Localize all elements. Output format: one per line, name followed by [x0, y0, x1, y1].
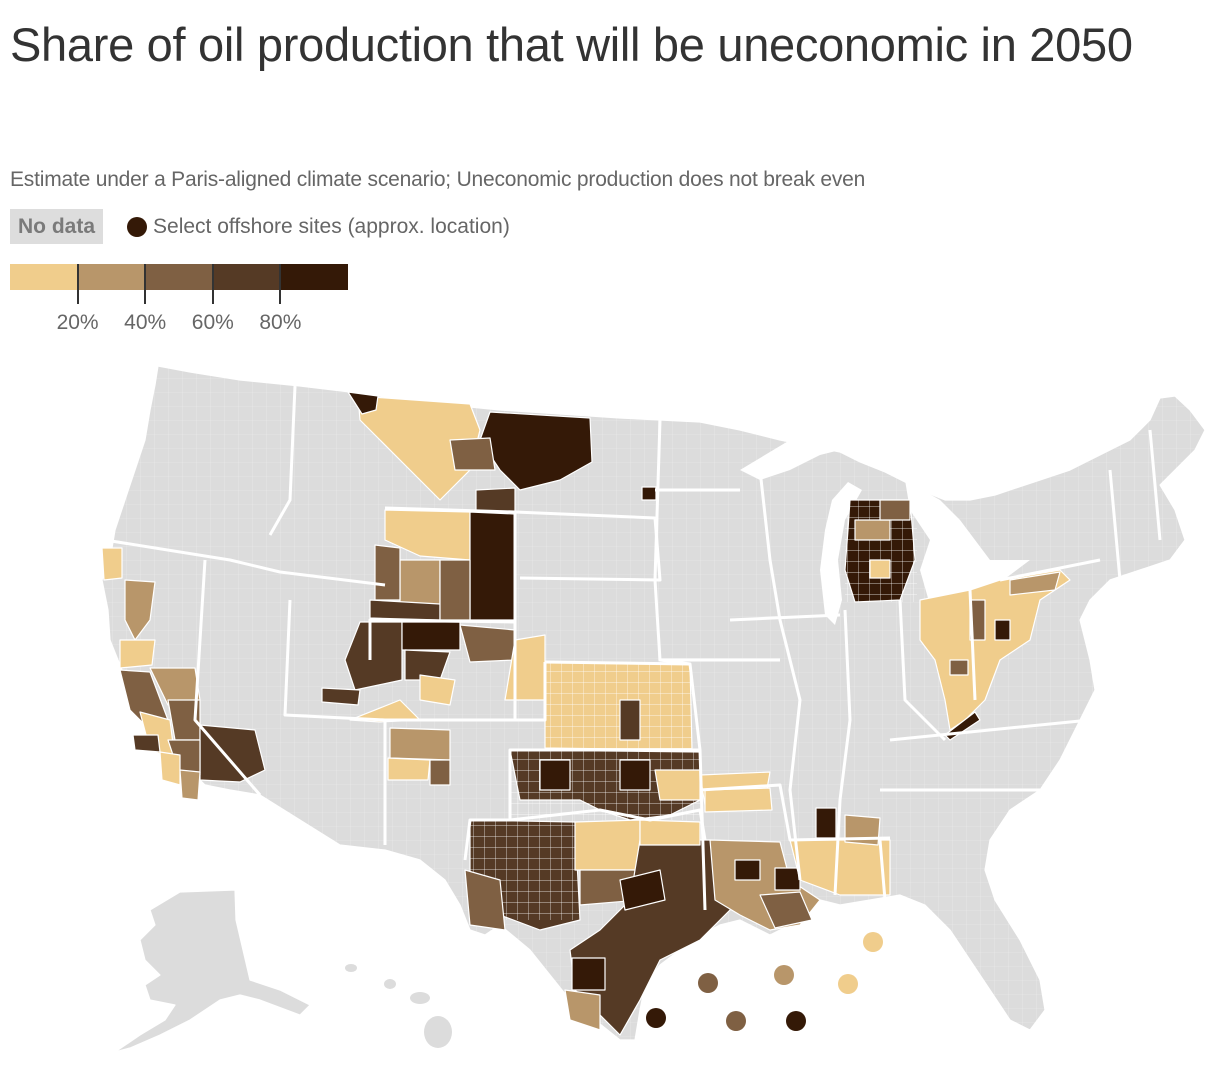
color-scale: [10, 264, 348, 290]
scale-segment: [77, 264, 146, 290]
county-region: [357, 395, 481, 501]
county-region: [639, 819, 701, 846]
lake-michigan: [820, 482, 862, 625]
page-subtitle: Estimate under a Paris-aligned climate s…: [10, 168, 866, 191]
county-region: [815, 807, 837, 839]
offshore-site-dot: [838, 974, 858, 994]
county-region: [641, 486, 657, 501]
offshore-dot-icon: [127, 216, 148, 237]
scale-segment: [212, 264, 281, 290]
scale-tick-label: 40%: [124, 311, 167, 334]
county-region: [369, 599, 441, 621]
county-region: [119, 639, 156, 669]
county-region: [159, 751, 181, 786]
scale-tick: [279, 264, 282, 304]
scale-tick-label: 20%: [56, 311, 99, 334]
county-region: [564, 989, 601, 1031]
county-region: [539, 759, 571, 791]
county-region: [419, 674, 456, 706]
scale-segment: [10, 264, 78, 290]
lake-superior: [740, 420, 900, 480]
county-region: [401, 621, 461, 651]
scale-tick: [76, 264, 79, 304]
county-region: [1009, 571, 1061, 596]
us-county-map: [0, 350, 1220, 1064]
county-region: [994, 619, 1011, 641]
county-region: [854, 519, 891, 541]
county-region: [374, 544, 401, 601]
offshore-label: Select offshore sites (approx. location): [153, 214, 510, 238]
county-region: [124, 579, 156, 641]
scale-tick: [211, 264, 214, 304]
lake-huron-erie: [905, 480, 1030, 605]
county-region: [101, 547, 123, 581]
county-region: [704, 787, 773, 813]
color-scale-ticks: [10, 264, 348, 304]
offshore-site-dot: [726, 1011, 746, 1031]
county-region: [654, 769, 701, 801]
choropleth-regions: [101, 391, 1071, 1036]
county-region: [464, 869, 506, 931]
page-title: Share of oil production that will be une…: [10, 18, 1133, 71]
county-region: [389, 727, 451, 761]
offshore-site-dot: [698, 973, 718, 993]
county-region: [429, 759, 451, 786]
county-region: [469, 511, 516, 621]
county-region: [179, 769, 201, 801]
county-region: [619, 699, 641, 741]
county-region: [387, 757, 431, 781]
offshore-site-dot: [786, 1011, 806, 1031]
county-region: [734, 859, 761, 881]
county-region: [759, 891, 813, 929]
county-region: [347, 391, 379, 415]
offshore-site-dot: [774, 965, 794, 985]
county-region: [869, 559, 891, 579]
scale-tick-label: 60%: [191, 311, 234, 334]
scale-tick-label: 80%: [259, 311, 302, 334]
offshore-site-dot: [646, 1008, 666, 1028]
state-borders: [104, 385, 1162, 911]
offshore-site-dot: [863, 932, 883, 952]
county-region: [449, 437, 496, 471]
hawaii: [345, 964, 452, 1048]
legend-row: No data Select offshore sites (approx. l…: [10, 209, 510, 244]
county-region: [619, 869, 666, 911]
county-region: [439, 559, 471, 621]
county-region: [774, 867, 801, 891]
county-region: [199, 724, 266, 783]
county-region: [619, 759, 651, 791]
county-region: [132, 734, 161, 753]
county-region: [321, 687, 361, 706]
county-region: [949, 659, 969, 676]
county-region: [344, 621, 403, 691]
county-region: [571, 957, 606, 991]
offshore-sites: [646, 932, 883, 1031]
scale-segment: [145, 264, 213, 290]
no-data-swatch: No data: [10, 209, 104, 244]
county-region: [844, 814, 881, 846]
county-region: [459, 624, 516, 663]
scale-tick: [144, 264, 147, 304]
alaska: [114, 889, 311, 1053]
county-region: [574, 819, 641, 871]
offshore-legend: Select offshore sites (approx. location): [127, 215, 510, 239]
scale-segment: [280, 264, 348, 290]
county-region: [969, 599, 986, 641]
county-region: [879, 499, 911, 521]
